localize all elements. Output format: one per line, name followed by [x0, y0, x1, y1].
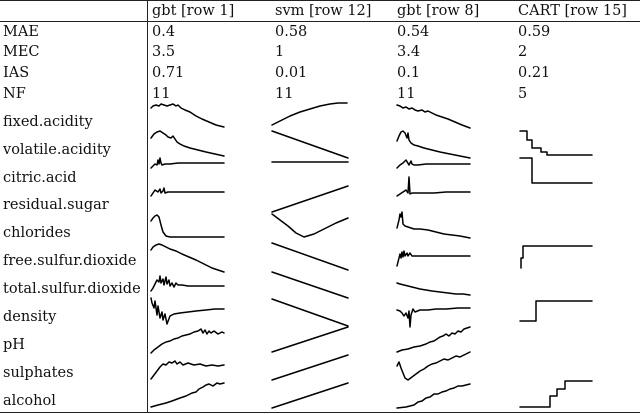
metric-value: 0.58	[275, 24, 308, 40]
sparkline-gbt1-fixed-acidity	[150, 103, 225, 128]
sparkline-cart15-volatile-acidity	[519, 130, 593, 156]
table-header-rule	[0, 21, 640, 22]
sparkline-gbt8-citric-acid	[396, 159, 471, 169]
sparkline-gbt8-total-sulfur-dioxide	[396, 282, 471, 296]
feature-label-citric-acid: citric.acid	[3, 170, 77, 186]
sparkline-gbt1-alcohol	[150, 382, 225, 408]
feature-label-chlorides: chlorides	[3, 225, 71, 241]
sparkline-svm12-chlorides	[271, 213, 349, 238]
sparkline-gbt8-sulphates	[396, 351, 471, 381]
metric-value: 1	[275, 44, 285, 60]
sparkline-svm12-alcohol	[271, 382, 349, 409]
metric-value: 0.01	[275, 65, 308, 81]
feature-label-ph: pH	[3, 337, 25, 353]
column-header-gbt-row-1: gbt [row 1]	[152, 3, 235, 19]
feature-label-residual-sugar: residual.sugar	[3, 197, 109, 213]
sparkline-gbt8-fixed-acidity	[396, 104, 471, 129]
feature-label-density: density	[3, 309, 57, 325]
sparkline-gbt1-chlorides	[150, 214, 225, 238]
sparkline-svm12-sulphates	[271, 354, 349, 381]
feature-label-sulphates: sulphates	[3, 365, 74, 381]
sparkline-svm12-fixed-acidity	[271, 102, 348, 126]
feature-label-alcohol: alcohol	[3, 393, 56, 409]
sparkline-cart15-density	[519, 300, 593, 322]
table-bottom-rule	[0, 412, 640, 413]
sparkline-svm12-residual-sugar	[271, 185, 349, 213]
sparkline-gbt1-total-sulfur-dioxide	[150, 275, 225, 292]
metric-value: 0.4	[152, 24, 176, 40]
sparkline-svm12-free-sulfur-dioxide	[271, 242, 349, 271]
feature-label-fixed-acidity: fixed.acidity	[3, 114, 93, 130]
column-header-gbt-row-8: gbt [row 8]	[397, 3, 480, 19]
column-header-svm-row-12: svm [row 12]	[275, 3, 372, 19]
metric-value: 0.59	[518, 24, 551, 40]
sparkline-gbt8-chlorides	[396, 211, 471, 239]
column-header-cart-row-15: CART [row 15]	[518, 3, 627, 19]
metric-value: 2	[518, 44, 528, 60]
metric-label-ias: IAS	[3, 65, 30, 81]
metric-value: 0.54	[397, 24, 430, 40]
sparkline-svm12-density	[271, 298, 349, 327]
sparkline-gbt8-density	[396, 307, 471, 328]
sparkline-svm12-volatile-acidity	[271, 130, 349, 159]
sparkline-svm12-total-sulfur-dioxide	[271, 271, 349, 299]
metric-value: 0.1	[397, 65, 421, 81]
feature-label-total-sulfur-dioxide: total.sulfur.dioxide	[3, 281, 141, 297]
metric-label-nf: NF	[3, 86, 26, 102]
sparkline-cart15-citric-acid	[519, 157, 593, 184]
sparkline-gbt8-free-sulfur-dioxide	[396, 250, 471, 267]
sparkline-svm12-ph	[271, 326, 349, 353]
metric-value: 11	[275, 86, 294, 102]
metric-value: 3.4	[397, 44, 421, 60]
sparkline-gbt8-ph	[396, 326, 471, 353]
metric-label-mec: MEC	[3, 44, 40, 60]
sparkline-gbt1-residual-sugar	[150, 187, 225, 197]
sparkline-gbt1-volatile-acidity	[150, 130, 225, 157]
sparkline-gbt1-density	[150, 297, 225, 325]
sparkline-gbt1-sulphates	[150, 360, 225, 380]
sparkline-cart15-free-sulfur-dioxide	[520, 245, 593, 269]
metric-value: 11	[152, 86, 171, 102]
metric-value: 0.71	[152, 65, 185, 81]
sparkline-gbt8-residual-sugar	[396, 176, 471, 197]
metric-label-mae: MAE	[3, 24, 39, 40]
metric-value: 11	[397, 86, 416, 102]
sparkline-gbt8-alcohol	[396, 383, 471, 409]
feature-label-free-sulfur-dioxide: free.sulfur.dioxide	[3, 253, 137, 269]
feature-label-volatile-acidity: volatile.acidity	[3, 142, 111, 158]
sparkline-gbt1-free-sulfur-dioxide	[150, 243, 225, 273]
metric-value: 3.5	[152, 44, 176, 60]
metric-value: 5	[518, 86, 528, 102]
table-column-divider	[147, 0, 148, 413]
metric-value: 0.21	[518, 65, 551, 81]
sparkline-gbt1-citric-acid	[150, 157, 225, 169]
sparkline-gbt1-ph	[150, 328, 225, 354]
table-top-rule	[0, 0, 640, 1]
sparkline-gbt8-volatile-acidity	[396, 130, 471, 159]
sparkline-cart15-alcohol	[519, 380, 593, 408]
